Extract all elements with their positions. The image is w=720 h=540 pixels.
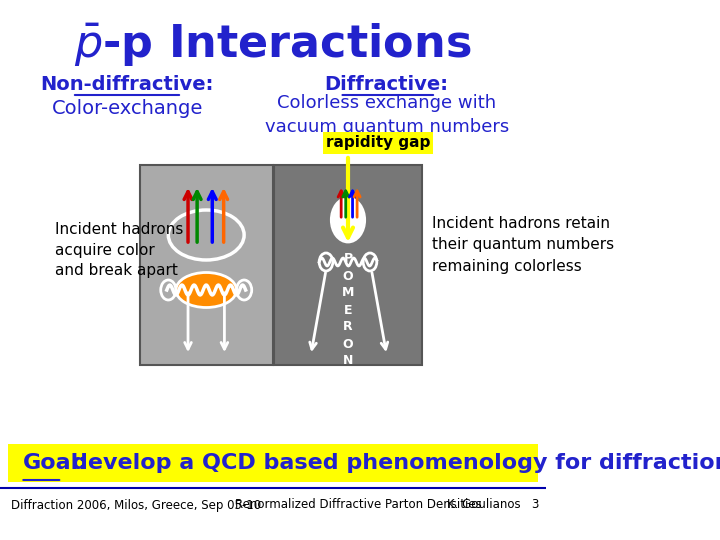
Text: K. Goulianos: K. Goulianos [447, 498, 521, 511]
Text: Goal:: Goal: [23, 453, 88, 473]
Text: Diffraction 2006, Milos, Greece, Sep 05-10: Diffraction 2006, Milos, Greece, Sep 05-… [12, 498, 261, 511]
Text: $\bar{p}$-p Interactions: $\bar{p}$-p Interactions [74, 22, 472, 69]
Text: Renormalized Diffractive Parton Densities: Renormalized Diffractive Parton Densitie… [235, 498, 482, 511]
Text: 3: 3 [531, 498, 538, 511]
Circle shape [331, 198, 364, 242]
Text: P
O
M
E
R
O
N: P O M E R O N [342, 253, 354, 368]
Text: rapidity gap: rapidity gap [326, 136, 431, 151]
Ellipse shape [176, 273, 237, 307]
FancyBboxPatch shape [8, 444, 539, 482]
FancyBboxPatch shape [140, 165, 273, 365]
Text: Diffractive:: Diffractive: [325, 76, 449, 94]
FancyBboxPatch shape [274, 165, 423, 365]
Text: Non-diffractive:: Non-diffractive: [41, 76, 214, 94]
Text: Incident hadrons retain
their quantum numbers
remaining colorless: Incident hadrons retain their quantum nu… [432, 217, 614, 273]
Text: Colorless exchange with
vacuum quantum numbers: Colorless exchange with vacuum quantum n… [264, 93, 509, 137]
Text: develop a QCD based phenomenology for diffraction: develop a QCD based phenomenology for di… [72, 453, 720, 473]
Text: Incident hadrons
acquire color
and break apart: Incident hadrons acquire color and break… [55, 221, 183, 279]
Text: Color-exchange: Color-exchange [52, 98, 203, 118]
